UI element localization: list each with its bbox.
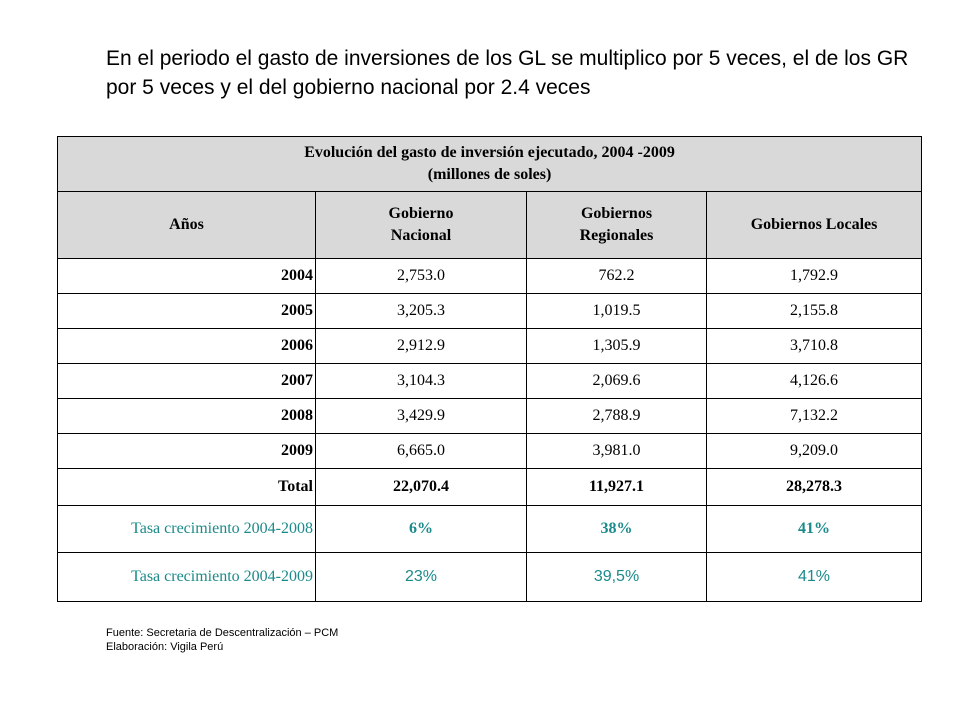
header-years: Años: [57, 191, 316, 259]
growth-2009-gn: 23%: [315, 552, 527, 602]
table-row: 2007 3,104.3 2,069.6 4,126.6: [57, 363, 923, 399]
total-gl: 28,278.3: [705, 468, 923, 506]
gl-cell: 2,155.8: [705, 293, 923, 329]
gr-cell: 2,069.6: [526, 363, 707, 399]
total-gr: 11,927.1: [526, 468, 707, 506]
gl-cell: 1,792.9: [705, 258, 923, 294]
year-cell: 2007: [57, 363, 316, 399]
gn-cell: 3,429.9: [315, 398, 527, 434]
growth-2008-gr: 38%: [526, 505, 707, 553]
table-caption-row: Evolución del gasto de inversión ejecuta…: [56, 136, 923, 192]
gn-cell: 6,665.0: [315, 433, 527, 469]
header-gobierno-nacional: Gobierno Nacional: [315, 191, 527, 259]
gr-cell: 3,981.0: [526, 433, 707, 469]
growth-row-2009: Tasa crecimiento 2004-2009 23% 39,5% 41%: [57, 552, 923, 602]
growth-2008-label: Tasa crecimiento 2004-2008: [57, 505, 316, 553]
table-header-row: Años Gobierno Nacional Gobiernos Regiona…: [57, 191, 923, 259]
gn-cell: 2,753.0: [315, 258, 527, 294]
total-row: Total 22,070.4 11,927.1 28,278.3: [57, 468, 923, 506]
table-row: 2008 3,429.9 2,788.9 7,132.2: [57, 398, 923, 434]
gl-cell: 9,209.0: [705, 433, 923, 469]
table-row: 2005 3,205.3 1,019.5 2,155.8: [57, 293, 923, 329]
table-row: 2004 2,753.0 762.2 1,792.9: [57, 258, 923, 294]
header-gobiernos-locales: Gobiernos Locales: [705, 191, 923, 259]
header-gr-line1: Gobiernos: [580, 205, 653, 222]
gr-cell: 1,305.9: [526, 328, 707, 364]
header-gn-line1: Gobierno: [388, 205, 454, 222]
total-gn: 22,070.4: [315, 468, 527, 506]
table-row: 2009 6,665.0 3,981.0 9,209.0: [57, 433, 923, 469]
year-cell: 2006: [57, 328, 316, 364]
slide-headline: En el periodo el gasto de inversiones de…: [106, 47, 909, 99]
gn-cell: 3,104.3: [315, 363, 527, 399]
gr-cell: 2,788.9: [526, 398, 707, 434]
year-cell: 2009: [57, 433, 316, 469]
gr-cell: 1,019.5: [526, 293, 707, 329]
investment-table: Evolución del gasto de inversión ejecuta…: [56, 136, 923, 602]
growth-row-2008: Tasa crecimiento 2004-2008 6% 38% 41%: [57, 505, 923, 553]
footnote: Fuente: Secretaria de Descentralización …: [106, 626, 338, 654]
footnote-source: Fuente: Secretaria de Descentralización …: [106, 627, 339, 639]
total-label: Total: [57, 468, 316, 506]
year-cell: 2004: [57, 258, 316, 294]
year-cell: 2008: [57, 398, 316, 434]
year-cell: 2005: [57, 293, 316, 329]
gl-cell: 3,710.8: [705, 328, 923, 364]
table-row: 2006 2,912.9 1,305.9 3,710.8: [57, 328, 923, 364]
table-title: Evolución del gasto de inversión ejecuta…: [304, 144, 675, 161]
gl-cell: 7,132.2: [705, 398, 923, 434]
table-units: (millones de soles): [427, 166, 552, 183]
gr-cell: 762.2: [526, 258, 707, 294]
growth-2008-gn: 6%: [315, 505, 527, 553]
header-gobiernos-regionales: Gobiernos Regionales: [526, 191, 707, 259]
growth-2008-gl: 41%: [705, 505, 923, 553]
table-caption: Evolución del gasto de inversión ejecuta…: [56, 136, 923, 192]
growth-2009-gl: 41%: [705, 552, 923, 602]
growth-2009-gr: 39,5%: [526, 552, 707, 602]
gn-cell: 3,205.3: [315, 293, 527, 329]
header-gr-line2: Regionales: [579, 227, 654, 244]
gl-cell: 4,126.6: [705, 363, 923, 399]
header-gn-line2: Nacional: [390, 227, 452, 244]
gn-cell: 2,912.9: [315, 328, 527, 364]
footnote-prepared: Elaboración: Vigila Perú: [106, 641, 224, 653]
growth-2009-label: Tasa crecimiento 2004-2009: [57, 552, 316, 602]
